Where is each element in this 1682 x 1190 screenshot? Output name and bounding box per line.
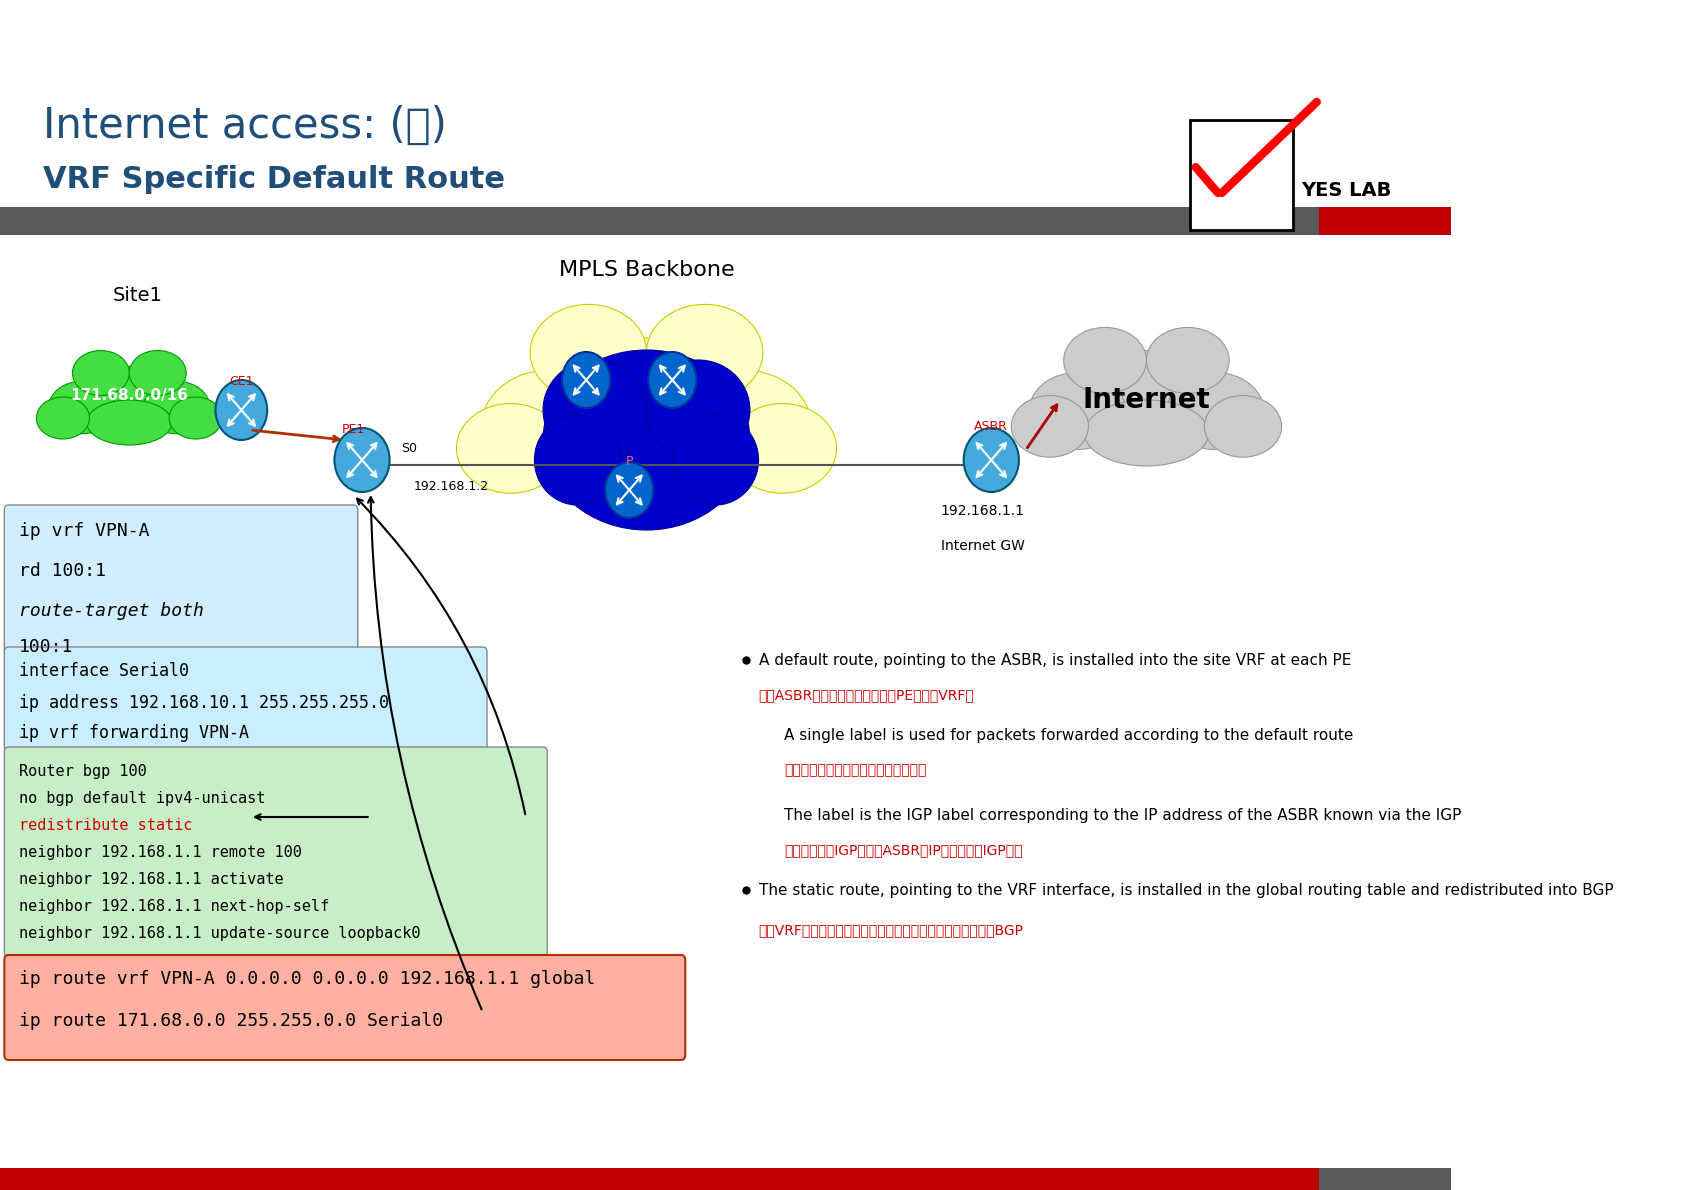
Text: CE1: CE1 [229, 375, 254, 388]
Text: rd 100:1: rd 100:1 [19, 562, 106, 580]
Ellipse shape [535, 415, 621, 505]
Text: redistribute static: redistribute static [19, 818, 192, 833]
Text: no bgp default ipv4-unicast: no bgp default ipv4-unicast [19, 791, 266, 806]
Text: ip vrf VPN-A: ip vrf VPN-A [19, 522, 150, 540]
Text: 192.168.1.1: 192.168.1.1 [940, 505, 1024, 518]
Text: ip route vrf VPN-A 0.0.0.0 0.0.0.0 192.168.1.1 global: ip route vrf VPN-A 0.0.0.0 0.0.0.0 192.1… [19, 970, 595, 988]
Text: 171.68.0.0/16: 171.68.0.0/16 [71, 388, 188, 402]
Ellipse shape [49, 381, 114, 433]
Text: Internet: Internet [1082, 386, 1209, 414]
FancyBboxPatch shape [5, 647, 486, 752]
Ellipse shape [168, 397, 222, 439]
Ellipse shape [728, 403, 836, 493]
FancyBboxPatch shape [5, 505, 358, 654]
Ellipse shape [646, 361, 750, 461]
Text: Site1: Site1 [113, 286, 163, 305]
Text: 指向ASBR的默认路由安装在每个PE的站点VRF中: 指向ASBR的默认路由安装在每个PE的站点VRF中 [759, 688, 974, 702]
Circle shape [648, 352, 696, 408]
Text: ip vrf forwarding VPN-A: ip vrf forwarding VPN-A [19, 724, 249, 743]
Text: S0: S0 [400, 441, 417, 455]
Ellipse shape [1011, 395, 1088, 457]
FancyBboxPatch shape [5, 747, 547, 957]
FancyBboxPatch shape [1189, 120, 1292, 230]
Circle shape [964, 428, 1018, 491]
Text: ASBR: ASBR [974, 420, 1008, 433]
Ellipse shape [1083, 400, 1208, 466]
FancyBboxPatch shape [1319, 1169, 1450, 1190]
Text: YES LAB: YES LAB [1300, 181, 1391, 200]
Text: neighbor 192.168.1.1 update-source loopback0: neighbor 192.168.1.1 update-source loopb… [19, 926, 420, 941]
Ellipse shape [674, 370, 811, 482]
Text: 指向VRF接口的静态路由安装在全局路由表中，并重新分配给BGP: 指向VRF接口的静态路由安装在全局路由表中，并重新分配给BGP [759, 923, 1023, 937]
Ellipse shape [1076, 351, 1214, 450]
Text: Internet access: (一): Internet access: (一) [44, 105, 447, 148]
Text: ip address 192.168.10.1 255.255.255.0: ip address 192.168.10.1 255.255.255.0 [19, 694, 389, 712]
Text: PE1: PE1 [341, 422, 365, 436]
Text: VRF Specific Default Route: VRF Specific Default Route [44, 165, 505, 194]
Text: Router bgp 100: Router bgp 100 [19, 764, 146, 779]
Ellipse shape [130, 351, 187, 395]
Text: The label is the IGP label corresponding to the IP address of the ASBR known via: The label is the IGP label corresponding… [784, 808, 1462, 822]
Text: interface Serial0: interface Serial0 [19, 662, 188, 679]
FancyBboxPatch shape [5, 956, 685, 1060]
Text: 单个标签用于根据默认路由转发的报文: 单个标签用于根据默认路由转发的报文 [784, 763, 927, 777]
Text: neighbor 192.168.1.1 remote 100: neighbor 192.168.1.1 remote 100 [19, 845, 301, 860]
Ellipse shape [481, 370, 617, 482]
Ellipse shape [1166, 372, 1263, 450]
Ellipse shape [1145, 327, 1228, 394]
Text: A single label is used for packets forwarded according to the default route: A single label is used for packets forwa… [784, 727, 1352, 743]
Circle shape [215, 380, 267, 440]
Text: route-target both: route-target both [19, 602, 204, 620]
FancyBboxPatch shape [1319, 207, 1450, 234]
Text: P: P [626, 455, 632, 468]
Circle shape [335, 428, 389, 491]
Text: 标签是与通过IGP已知的ASBR的IP地址对应的IGP标签: 标签是与通过IGP已知的ASBR的IP地址对应的IGP标签 [784, 843, 1023, 857]
Text: MPLS Backbone: MPLS Backbone [558, 259, 733, 280]
FancyBboxPatch shape [0, 1169, 1319, 1190]
Text: 100:1: 100:1 [19, 638, 74, 656]
Ellipse shape [86, 400, 172, 445]
Ellipse shape [543, 350, 750, 530]
Ellipse shape [530, 305, 646, 400]
Ellipse shape [1204, 395, 1280, 457]
Ellipse shape [37, 397, 89, 439]
Ellipse shape [646, 305, 762, 400]
Ellipse shape [558, 411, 733, 506]
Text: Internet GW: Internet GW [940, 539, 1024, 553]
Ellipse shape [550, 338, 743, 482]
Circle shape [606, 462, 653, 518]
Text: neighbor 192.168.1.1 next-hop-self: neighbor 192.168.1.1 next-hop-self [19, 898, 330, 914]
Ellipse shape [456, 403, 565, 493]
Ellipse shape [543, 361, 646, 461]
Text: A default route, pointing to the ASBR, is installed into the site VRF at each PE: A default route, pointing to the ASBR, i… [759, 652, 1351, 668]
Ellipse shape [72, 351, 130, 395]
Circle shape [562, 352, 611, 408]
Text: neighbor 192.168.1.1 activate: neighbor 192.168.1.1 activate [19, 872, 284, 887]
Text: ip route 171.68.0.0 255.255.0.0 Serial0: ip route 171.68.0.0 255.255.0.0 Serial0 [19, 1012, 442, 1031]
FancyBboxPatch shape [0, 207, 1319, 234]
Text: The static route, pointing to the VRF interface, is installed in the global rout: The static route, pointing to the VRF in… [759, 883, 1613, 897]
Ellipse shape [1029, 372, 1125, 450]
Ellipse shape [143, 381, 210, 433]
Ellipse shape [1063, 327, 1145, 394]
Text: 192.168.1.2: 192.168.1.2 [414, 480, 488, 493]
Ellipse shape [671, 415, 759, 505]
Ellipse shape [82, 367, 177, 433]
